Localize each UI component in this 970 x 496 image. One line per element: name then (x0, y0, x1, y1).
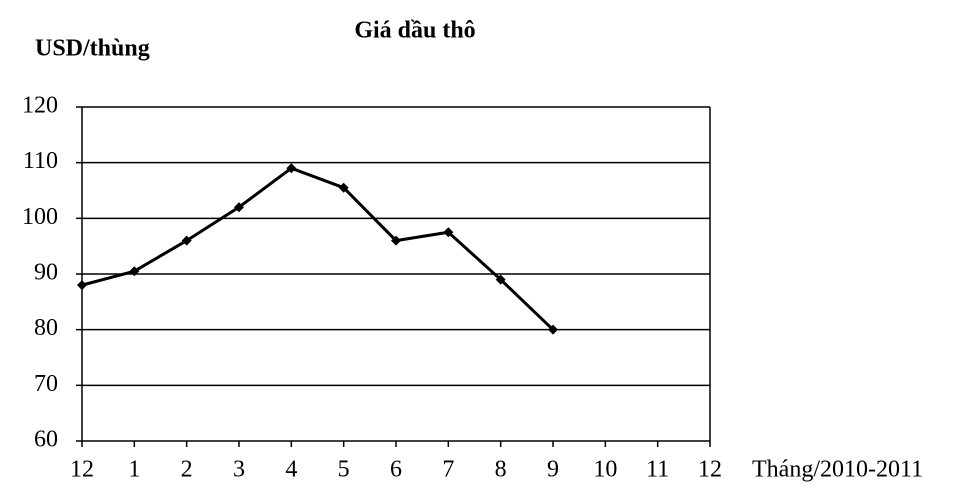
x-tick-label: 11 (646, 457, 669, 483)
chart-title: Giá dầu thô (354, 18, 475, 44)
x-tick-label: 2 (181, 457, 193, 483)
marker (443, 227, 454, 238)
x-tick-label: 8 (495, 457, 507, 483)
x-tick-label: 10 (593, 457, 617, 483)
marker (338, 182, 349, 193)
y-tick-label: 100 (22, 204, 58, 230)
y-tick-label: 120 (22, 93, 58, 119)
marker (286, 163, 297, 174)
y-tick-label: 80 (34, 315, 58, 341)
y-tick-label: 60 (34, 427, 58, 453)
x-tick-label: 12 (698, 457, 722, 483)
x-tick-label: 7 (442, 457, 454, 483)
x-axis-label: Tháng/2010-2011 (752, 457, 923, 483)
line-series (81, 166, 555, 331)
x-tick-label: 6 (390, 457, 402, 483)
x-tick-label: 5 (338, 457, 350, 483)
y-axis-label: USD/thùng (35, 36, 150, 62)
x-tick-label: 3 (233, 457, 245, 483)
x-tick-label: 4 (285, 457, 297, 483)
marker (181, 235, 192, 246)
marker (495, 274, 506, 285)
y-tick-label: 110 (23, 148, 58, 174)
x-tick-label: 12 (70, 457, 94, 483)
marker (234, 202, 244, 213)
marker (391, 235, 401, 246)
y-tick-label: 70 (34, 371, 58, 397)
marker (548, 324, 558, 335)
marker (129, 266, 140, 277)
x-tick-label: 1 (128, 457, 140, 483)
marker (77, 280, 87, 291)
x-tick-label: 9 (547, 457, 559, 483)
y-tick-label: 90 (34, 260, 58, 286)
